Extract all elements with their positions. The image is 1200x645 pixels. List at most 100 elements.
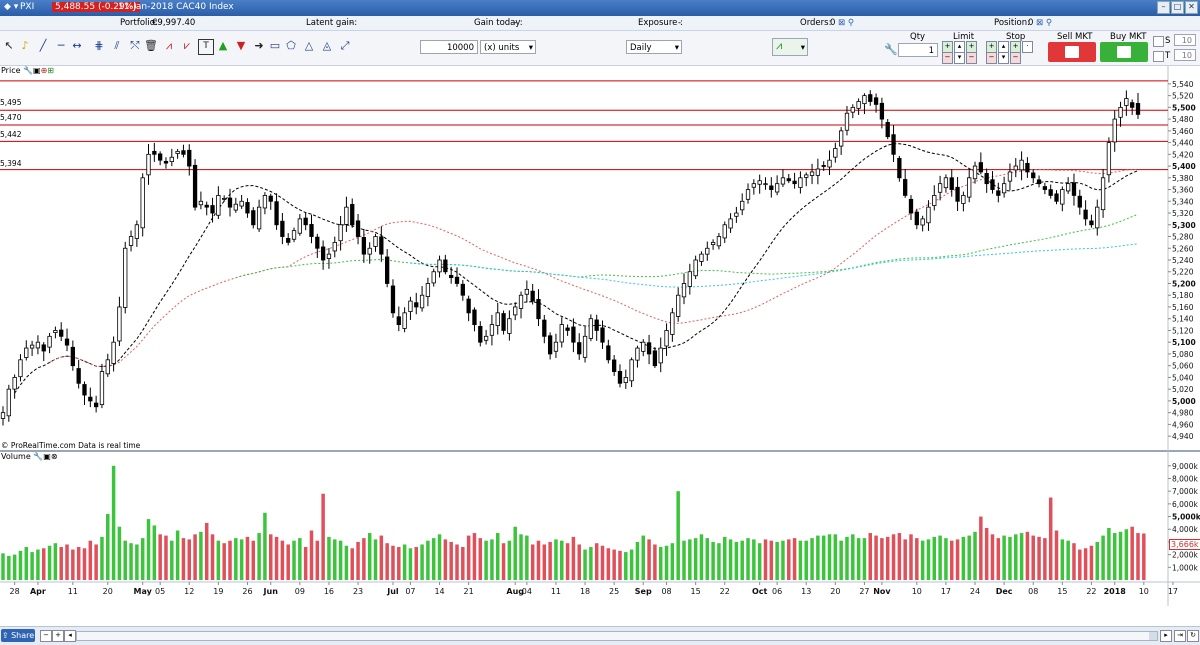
stop-extra-icon[interactable]: · (1022, 41, 1033, 53)
line-icon[interactable]: ╱ (39, 39, 47, 52)
triangle-icon[interactable]: △ (304, 39, 314, 52)
bell-icon[interactable]: ♪ (21, 39, 29, 52)
menu-icon[interactable]: ◆ ▾ (4, 2, 19, 12)
trash-icon[interactable]: 🗑 (144, 39, 158, 52)
candle-body (1013, 165, 1018, 171)
t-input[interactable]: 10 (1174, 49, 1196, 61)
price-tick-label: 5,200 (1172, 279, 1196, 288)
share-button[interactable]: ⇪ Share (1, 629, 35, 642)
stop-sell-icon[interactable]: − (986, 52, 997, 64)
panel-add-icon[interactable]: ⊞ (47, 66, 54, 75)
limit-down-icon[interactable]: ▾ (954, 52, 965, 64)
units-select[interactable]: (x) units ▾ (480, 40, 536, 54)
arrow-up-icon[interactable]: ▲ (218, 39, 228, 52)
s-input[interactable]: 10 (1174, 34, 1196, 46)
polygon-icon[interactable]: ⬠ (286, 39, 296, 52)
candle-body (449, 274, 454, 279)
candle-body (1025, 162, 1030, 173)
indicators-button[interactable]: ⩘ ▾ (772, 38, 808, 56)
panel-settings-icon[interactable]: 🔧 (33, 452, 44, 461)
volume-bar (1130, 526, 1134, 580)
orders-detail-icon[interactable]: ⊠ ⚲ (838, 18, 855, 28)
rect-icon[interactable]: ▭ (269, 39, 281, 52)
bottom-bar: ⇪ Share − + ◂ ▸ ⇥ ↻ (0, 626, 1200, 645)
candle-body (600, 327, 605, 343)
candle-body (943, 177, 949, 189)
price-tick-label: 4,960 (1172, 420, 1194, 429)
arrow-down-icon[interactable]: ▼ (236, 39, 246, 52)
wrench-icon[interactable]: 🔧 (884, 43, 898, 56)
stop-down-icon[interactable]: ▾ (998, 52, 1009, 64)
buy-mkt-label: Buy MKT (1110, 32, 1147, 42)
zigzag-icon[interactable]: ⩘ (165, 39, 173, 52)
candle-body (1031, 172, 1036, 179)
scrollbar-thumb[interactable] (77, 632, 1149, 640)
candle-body (1001, 183, 1007, 194)
chevron-down-icon: ▾ (528, 43, 533, 53)
volume-bar (431, 538, 436, 580)
arrow-right-icon[interactable]: ➜ (254, 39, 264, 52)
qty-input[interactable]: 1 (898, 43, 938, 57)
volume-bar (461, 547, 465, 580)
s-checkbox[interactable] (1153, 36, 1164, 47)
panel-settings-icon[interactable]: 🔧 (23, 66, 34, 75)
minimize-icon[interactable]: – (1157, 1, 1170, 14)
limit-sell-icon[interactable]: − (942, 52, 953, 64)
candle-body (291, 230, 297, 240)
volume-bar (746, 538, 750, 580)
candle-body (280, 220, 285, 237)
ellipse-icon[interactable]: ◬ (322, 39, 332, 52)
zoom-in-icon[interactable]: + (52, 630, 64, 642)
candle-body (315, 236, 320, 249)
sell-mkt-button[interactable] (1048, 42, 1096, 62)
panel-close-icon[interactable]: ⊗ (50, 452, 58, 461)
t-checkbox[interactable] (1153, 51, 1164, 62)
panel-maximize-icon[interactable]: ▣ (33, 66, 41, 75)
maximize-icon[interactable]: □ (1171, 1, 1184, 14)
chart-area[interactable]: 4,940 4,960 4,980 5,000 5,020 5,040 5,060 5,080… (0, 66, 1200, 626)
fib-icon[interactable]: ⋕ (94, 39, 104, 52)
panel-zoom-icon[interactable]: ⊕ (40, 66, 48, 75)
quantity-input[interactable]: 10000 (420, 40, 478, 54)
panel-maximize-icon[interactable]: ▣ (43, 452, 51, 461)
candle-body (641, 341, 646, 352)
timeframe-select[interactable]: Daily ▾ (626, 40, 682, 54)
candle-body (495, 312, 500, 326)
buy-order-icon (1117, 46, 1131, 58)
stop-sell2-icon[interactable]: − (1010, 52, 1021, 64)
scroll-right-icon[interactable]: ▸ (1160, 630, 1172, 642)
channel-icon[interactable]: ⫽ (114, 39, 120, 52)
position-detail-icon[interactable]: ⊠ ⚲ (1036, 18, 1053, 28)
wand-icon[interactable]: ⤢ (340, 39, 350, 52)
volume-bar (181, 538, 186, 580)
eraser-icon[interactable]: ⤲ (130, 39, 140, 52)
limit-sell2-icon[interactable]: − (966, 52, 977, 64)
s-label: S (1165, 36, 1171, 46)
candle-body (1077, 195, 1082, 208)
hline-icon[interactable]: ─ (57, 39, 65, 52)
candle-body (192, 164, 198, 208)
volume-bar (554, 539, 558, 580)
text-icon[interactable]: T (198, 39, 214, 55)
cursor-icon[interactable]: ↖ (4, 39, 14, 52)
fan-icon[interactable]: ⩗ (183, 39, 191, 52)
candle-body (47, 335, 52, 348)
level-label: 5,470 (0, 113, 22, 122)
chart-indicator-icon: ⩘ (776, 39, 783, 52)
candle-body (1106, 142, 1112, 176)
horizontal-scrollbar[interactable] (76, 631, 1158, 641)
volume-bar (71, 549, 75, 580)
reset-view-icon[interactable]: ↻ (1187, 630, 1199, 642)
close-icon[interactable]: ✕ (1185, 1, 1198, 14)
hline-arrow-icon[interactable]: ↔ (72, 39, 82, 52)
volume-bar (490, 539, 494, 580)
scroll-left-icon[interactable]: ◂ (64, 630, 76, 642)
buy-mkt-button[interactable] (1100, 42, 1148, 62)
volume-bar (1054, 530, 1059, 580)
position-value: 0 (1028, 18, 1034, 28)
price-tick-label: 5,440 (1172, 139, 1194, 148)
scroll-end-icon[interactable]: ⇥ (1174, 630, 1186, 642)
price-tick-label: 5,400 (1172, 162, 1196, 171)
zoom-out-icon[interactable]: − (40, 630, 52, 642)
volume-bar (594, 543, 599, 580)
